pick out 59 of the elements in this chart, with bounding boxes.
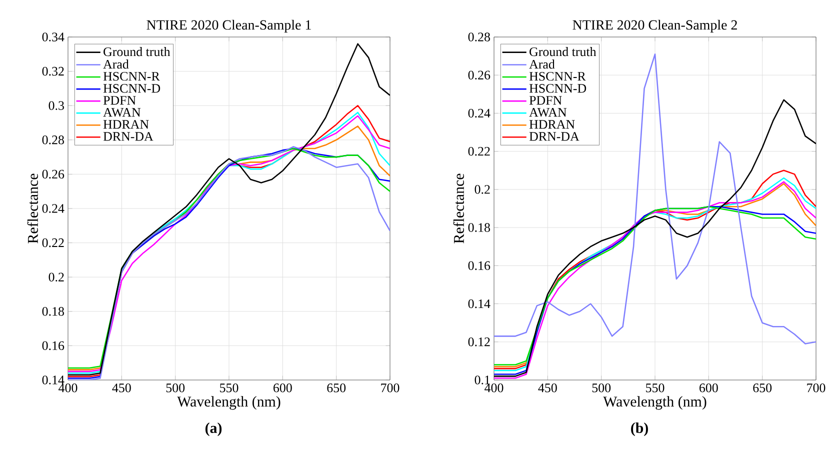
legend-label: HSCNN-R xyxy=(529,72,586,81)
legend-label: AWAN xyxy=(529,108,567,117)
y-tick-label: 0.26 xyxy=(42,170,64,179)
y-tick-label: 0.16 xyxy=(468,261,490,270)
y-tick-label: 0.1 xyxy=(474,376,490,384)
legend-label: AWAN xyxy=(103,108,141,117)
legend-label: Ground truth xyxy=(104,47,170,56)
y-tick-label: 0.28 xyxy=(42,136,64,144)
x-tick-label: 550 xyxy=(646,384,664,392)
x-tick-label: 400 xyxy=(58,384,78,392)
y-tick-label: 0.24 xyxy=(468,108,490,118)
chart-title: NTIRE 2020 Clean-Sample 1 xyxy=(146,20,311,32)
x-tick-label: 400 xyxy=(484,384,504,392)
y-tick-label: 0.2 xyxy=(48,272,64,282)
legend-label: HSCNN-D xyxy=(103,84,160,93)
y-tick-label: 0.18 xyxy=(42,307,64,316)
legend-label: HSCNN-D xyxy=(529,84,586,93)
legend-label: DRN-DA xyxy=(529,132,580,141)
text: (a) xyxy=(205,422,222,436)
x-tick-label: 550 xyxy=(220,384,238,392)
x-tick-label: 650 xyxy=(753,384,772,392)
y-axis-title: Reflectance xyxy=(453,174,464,244)
x-tick-label: 450 xyxy=(112,384,131,392)
y-tick-label: 0.12 xyxy=(468,337,490,346)
text: (b) xyxy=(631,422,648,436)
x-tick-label: 500 xyxy=(592,384,611,392)
y-tick-label: 0.18 xyxy=(468,223,490,232)
y-tick-label: 0.26 xyxy=(468,70,490,80)
y-tick-label: 0.14 xyxy=(42,376,64,384)
y-tick-label: 0.22 xyxy=(468,146,490,156)
y-axis-title: Reflectance xyxy=(27,174,38,244)
y-tick-label: 0.28 xyxy=(468,32,490,42)
legend-label: HDRAN xyxy=(103,120,149,129)
legend-label: PDFN xyxy=(529,96,562,105)
x-tick-label: 600 xyxy=(700,384,718,392)
x-tick-label: 700 xyxy=(381,384,400,392)
y-tick-label: 0.16 xyxy=(42,341,64,350)
legend-label: Arad xyxy=(529,60,555,69)
y-tick-label: 0.22 xyxy=(42,238,64,248)
x-tick-label: 600 xyxy=(274,384,292,392)
chart-title: NTIRE 2020 Clean-Sample 2 xyxy=(572,20,737,32)
y-tick-label: 0.34 xyxy=(42,32,64,42)
y-tick-label: 0.2 xyxy=(474,185,490,194)
legend-label: Ground truth xyxy=(530,47,596,56)
x-tick-label: 650 xyxy=(327,384,346,392)
legend-label: Arad xyxy=(103,60,129,69)
y-tick-label: 0.3 xyxy=(48,101,64,110)
legend-label: HSCNN-R xyxy=(103,72,160,81)
legend-label: HDRAN xyxy=(529,120,575,129)
y-tick-label: 0.32 xyxy=(42,66,64,76)
y-tick-label: 0.14 xyxy=(468,299,490,308)
x-axis-title: Wavelength (nm) xyxy=(177,396,280,410)
x-tick-label: 700 xyxy=(807,384,826,392)
legend-label: DRN-DA xyxy=(103,132,154,141)
x-tick-label: 450 xyxy=(538,384,557,392)
legend-label: PDFN xyxy=(103,96,136,105)
y-tick-label: 0.24 xyxy=(42,204,64,213)
x-tick-label: 500 xyxy=(166,384,185,392)
x-axis-title: Wavelength (nm) xyxy=(603,396,706,410)
